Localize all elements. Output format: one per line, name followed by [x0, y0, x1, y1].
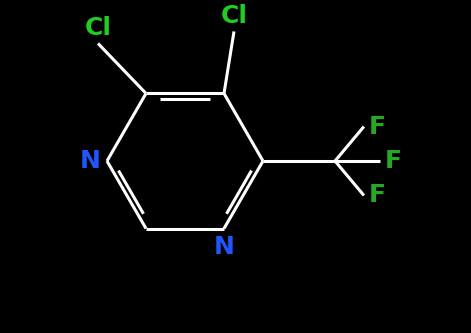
Text: F: F [369, 115, 386, 139]
Text: F: F [385, 149, 402, 173]
Text: F: F [369, 183, 386, 207]
Text: Cl: Cl [220, 4, 247, 28]
Text: N: N [80, 149, 101, 173]
Text: N: N [213, 234, 235, 258]
Text: Cl: Cl [84, 16, 112, 40]
